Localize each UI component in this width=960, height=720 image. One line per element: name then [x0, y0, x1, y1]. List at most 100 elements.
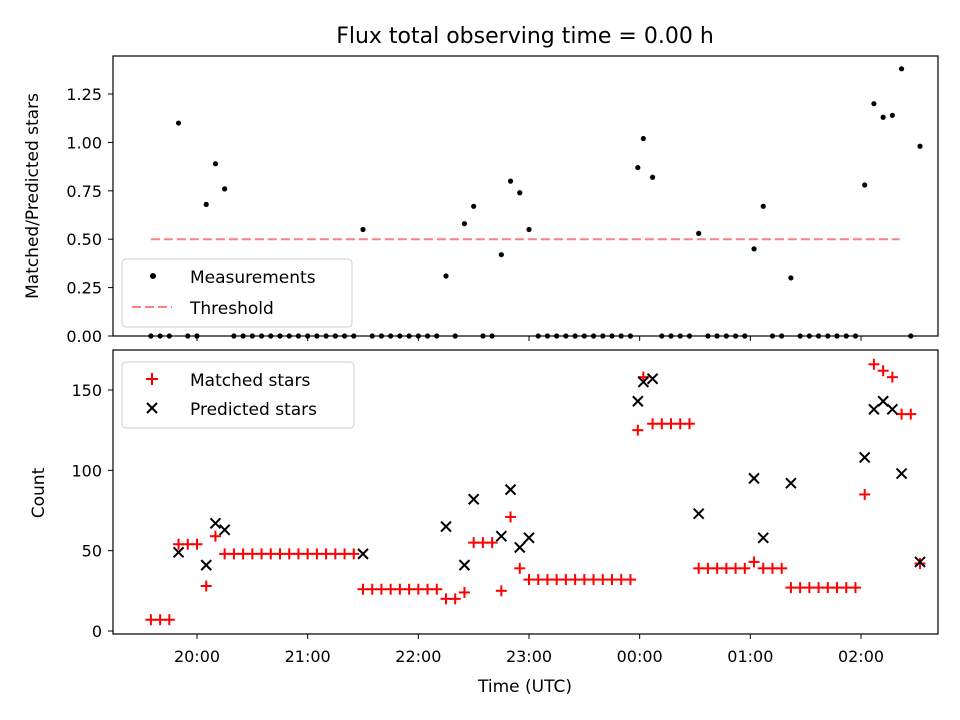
matched-star-point: [914, 558, 926, 570]
matched-star-point: [274, 548, 286, 560]
matched-star-point: [486, 537, 498, 549]
matched-star-point: [366, 583, 378, 595]
measurement-point: [862, 182, 868, 188]
legend-matched-label: Matched stars: [190, 371, 310, 391]
matched-star-point: [766, 562, 778, 574]
top-y-tick-label: 0.00: [66, 327, 102, 346]
predicted-star-point: [467, 493, 480, 505]
bottom-y-tick-label: 0: [92, 622, 102, 641]
predicted-star-point: [748, 472, 760, 485]
measurement-point: [461, 221, 468, 227]
chart-title: Flux total observing time = 0.00 h: [336, 24, 714, 49]
measurement-point: [917, 143, 923, 149]
measurement-point: [175, 120, 182, 126]
matched-star-point: [840, 582, 852, 594]
matched-star-point: [514, 562, 526, 574]
predicted-marker-b: [504, 483, 517, 496]
predicted-marker-b: [914, 556, 926, 568]
matched-star-point: [748, 556, 760, 568]
matched-star-point: [730, 562, 742, 574]
predicted-marker-b: [209, 517, 222, 530]
matched-star-point: [693, 562, 705, 574]
predicted-marker-b: [440, 520, 452, 533]
predicted-marker-b: [895, 467, 908, 480]
predicted-star-point: [523, 532, 535, 544]
matched-star-point: [468, 537, 480, 549]
measurement-point: [898, 66, 905, 72]
predicted-marker-b: [877, 395, 889, 407]
bottom-x-tick-label: 22:00: [395, 647, 441, 666]
predicted-star-point: [914, 556, 926, 568]
predicted-star-point: [357, 548, 369, 560]
matched-star-point: [541, 574, 553, 586]
measurement-point: [640, 135, 646, 142]
matched-star-point: [228, 548, 240, 560]
matched-star-point: [431, 583, 443, 595]
measurement-point: [880, 114, 886, 120]
matched-star-point: [219, 548, 231, 560]
matched-star-point: [339, 548, 351, 560]
predicted-marker-b: [692, 508, 705, 520]
bottom-y-tick-label: 100: [71, 461, 102, 480]
matched-star-point: [647, 418, 659, 430]
top-legend-box: [121, 258, 353, 328]
matched-star-point: [292, 548, 304, 560]
bottom-axes-frame: [112, 349, 939, 635]
predicted-marker-b: [495, 530, 508, 542]
bottom-x-tick-label: 23:00: [506, 647, 552, 666]
matched-star-point: [849, 582, 861, 594]
matched-star-point: [776, 562, 788, 574]
predicted-star-point: [877, 395, 889, 407]
top-legend: Measurements Threshold: [121, 258, 353, 328]
matched-star-point: [145, 614, 157, 626]
top-y-tick-label: 1.25: [66, 85, 102, 104]
matched-star-point: [905, 408, 917, 420]
matched-star-point: [348, 548, 360, 560]
matched-star-point: [182, 538, 194, 550]
bottom-legend-box: [121, 361, 355, 429]
matched-star-point: [813, 582, 825, 594]
bottom-legend: Matched stars Predicted stars: [121, 361, 355, 429]
predicted-star-point: [504, 483, 517, 496]
predicted-marker-b: [523, 532, 535, 544]
measurement-point: [751, 246, 757, 252]
matched-star-point: [859, 488, 871, 500]
matched-star-point: [256, 548, 268, 560]
matched-star-point: [632, 424, 644, 436]
predicted-star-point: [440, 520, 452, 533]
matched-star-point: [311, 548, 323, 560]
measurement-point: [889, 112, 895, 118]
predicted-marker-b: [748, 472, 760, 485]
predicted-star-point: [886, 403, 899, 415]
matched-star-point: [720, 562, 732, 574]
predicted-star-point: [172, 546, 185, 558]
predicted-star-point: [495, 530, 508, 542]
predicted-star-point: [757, 532, 769, 544]
predicted-marker-b: [218, 524, 231, 536]
matched-star-point: [606, 574, 618, 586]
bottom-x-tick-label: 02:00: [838, 647, 884, 666]
matched-star-point: [283, 548, 295, 560]
matched-star-point: [560, 574, 572, 586]
predicted-star-point: [858, 451, 871, 464]
matched-star-point: [440, 593, 452, 605]
matched-star-point: [458, 586, 470, 598]
matched-star-point: [532, 574, 544, 586]
matched-star-point: [711, 562, 723, 574]
top-plot-marks: [148, 66, 923, 339]
bottom-x-tick-label: 01:00: [727, 647, 773, 666]
matched-star-point: [302, 548, 314, 560]
top-y-tick-label: 0.25: [66, 279, 102, 298]
measurement-point: [760, 203, 766, 209]
matched-star-point: [394, 583, 406, 595]
matched-star-point: [551, 574, 563, 586]
predicted-star-point: [692, 508, 705, 520]
predicted-marker-b: [200, 559, 212, 571]
measurement-point: [212, 161, 219, 167]
measurement-point: [517, 190, 523, 196]
bottom-x-tick-label: 21:00: [285, 647, 331, 666]
legend-measurements-label: Measurements: [190, 268, 316, 288]
predicted-marker-b: [458, 559, 471, 571]
matched-star-point: [375, 583, 387, 595]
